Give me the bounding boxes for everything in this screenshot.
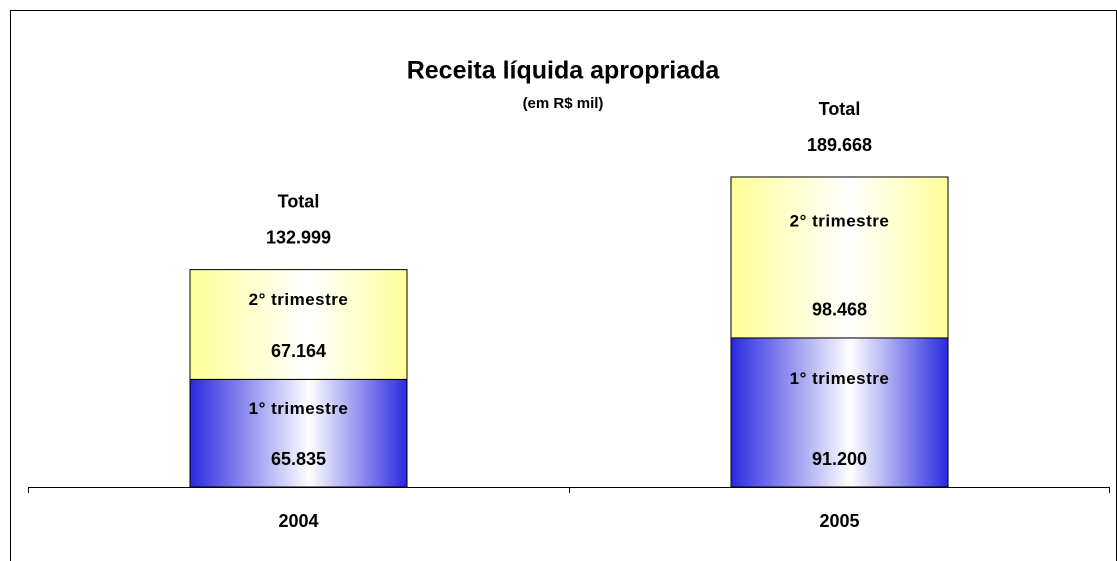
bar-segment <box>189 378 408 488</box>
bar-segment <box>189 269 408 380</box>
data-label: 65.835 <box>271 449 326 469</box>
segment-name: 2° trimestre <box>249 290 349 309</box>
bar-segment <box>730 176 949 339</box>
chart-title: Receita líquida apropriada <box>407 57 721 85</box>
total-label: 189.668 <box>807 135 872 155</box>
total-title: Total <box>278 191 320 211</box>
total-label: 132.999 <box>266 227 331 247</box>
segment-name: 1° trimestre <box>249 399 349 418</box>
x-tick-label: 2004 <box>278 511 318 531</box>
chart-subtitle: (em R$ mil) <box>523 95 604 112</box>
chart-frame <box>10 10 1117 561</box>
x-tick-label: 2005 <box>819 511 859 531</box>
bar-segment <box>730 337 949 488</box>
total-title: Total <box>819 99 861 119</box>
data-label: 67.164 <box>271 341 326 361</box>
segment-name: 1° trimestre <box>790 369 890 388</box>
data-label: 98.468 <box>812 300 867 320</box>
data-label: 91.200 <box>812 449 867 469</box>
segment-name: 2° trimestre <box>790 212 890 231</box>
